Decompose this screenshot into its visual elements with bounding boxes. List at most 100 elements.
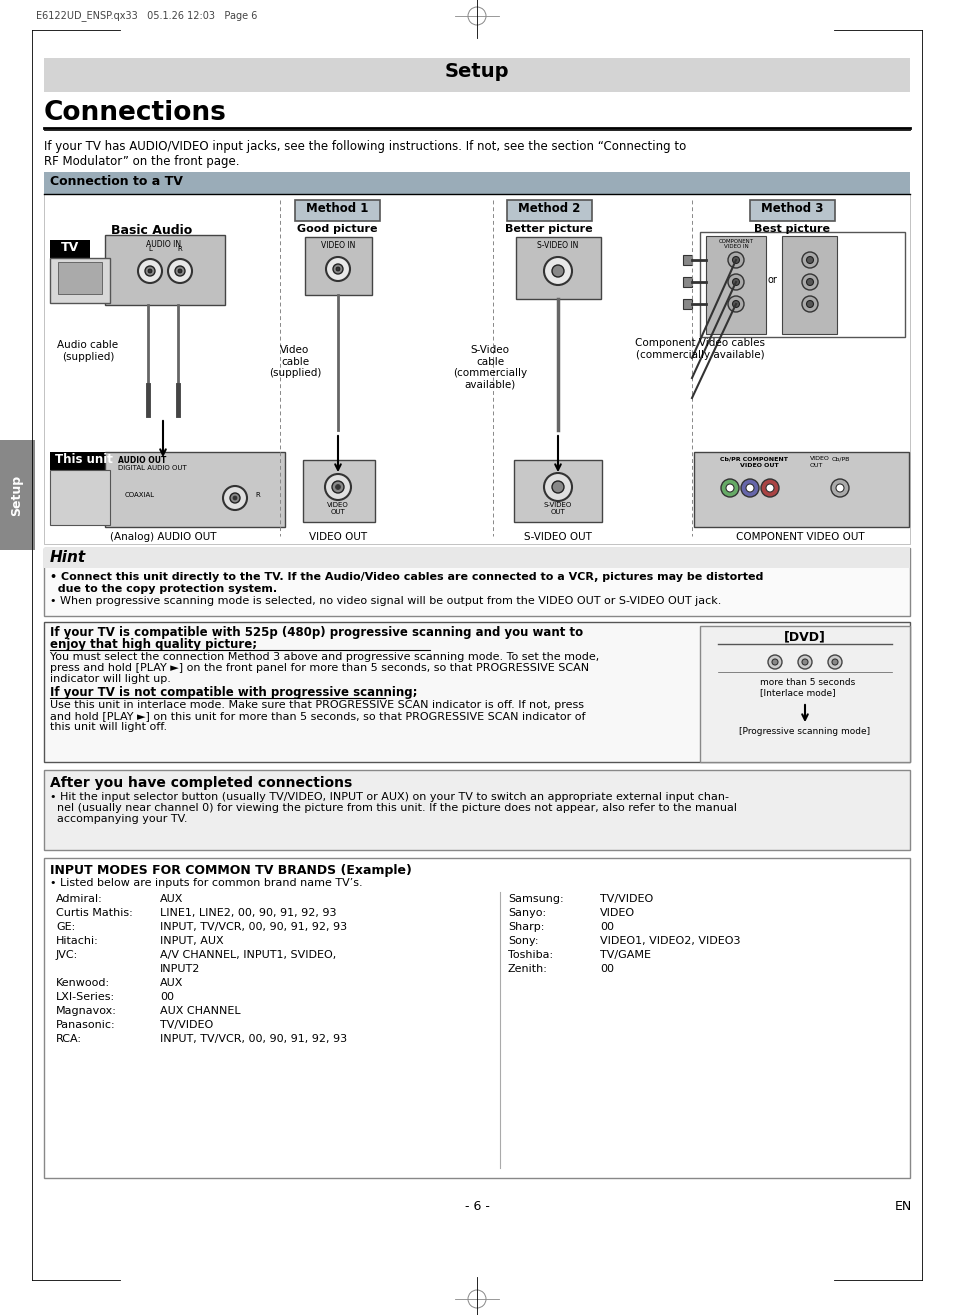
Text: VIDEO: VIDEO <box>809 456 829 462</box>
Bar <box>44 58 909 92</box>
Text: COAXIAL: COAXIAL <box>125 492 155 498</box>
Text: If your TV has AUDIO/VIDEO input jacks, see the following instructions. If not, : If your TV has AUDIO/VIDEO input jacks, … <box>44 139 685 168</box>
Text: AUX: AUX <box>160 978 183 988</box>
Text: JVC:: JVC: <box>56 949 78 960</box>
Bar <box>682 277 691 287</box>
Text: LINE1, LINE2, 00, 90, 91, 92, 93: LINE1, LINE2, 00, 90, 91, 92, 93 <box>160 907 336 918</box>
Circle shape <box>805 256 813 263</box>
Circle shape <box>230 493 240 504</box>
Text: After you have completed connections: After you have completed connections <box>50 776 352 790</box>
Text: If your TV is not compatible with progressive scanning;: If your TV is not compatible with progre… <box>50 686 417 700</box>
Text: - 6 -: - 6 - <box>464 1201 489 1212</box>
Text: Curtis Mathis:: Curtis Mathis: <box>56 907 132 918</box>
Circle shape <box>801 252 817 268</box>
Text: COMPONENT VIDEO OUT: COMPONENT VIDEO OUT <box>735 533 863 542</box>
Text: Better picture: Better picture <box>505 224 592 234</box>
Text: TV/GAME: TV/GAME <box>599 949 650 960</box>
Text: [Progressive scanning mode]: [Progressive scanning mode] <box>739 727 870 736</box>
Text: Hitachi:: Hitachi: <box>56 936 99 945</box>
Circle shape <box>797 655 811 669</box>
Text: Method 1: Method 1 <box>306 203 368 214</box>
Bar <box>44 172 909 195</box>
Circle shape <box>801 274 817 291</box>
Text: Basic Audio: Basic Audio <box>112 224 193 237</box>
Bar <box>44 771 909 849</box>
Text: Toshiba:: Toshiba: <box>507 949 553 960</box>
Bar <box>294 200 379 221</box>
Text: Magnavox:: Magnavox: <box>56 1006 117 1016</box>
Bar <box>682 299 691 309</box>
Text: LXI-Series:: LXI-Series: <box>56 992 115 1002</box>
Circle shape <box>740 479 759 497</box>
Text: VIDEO OUT: VIDEO OUT <box>740 463 778 468</box>
Text: L: L <box>148 246 152 252</box>
Circle shape <box>138 259 162 283</box>
Bar <box>749 200 834 221</box>
Circle shape <box>745 484 753 492</box>
Bar <box>50 452 118 469</box>
Text: accompanying your TV.: accompanying your TV. <box>50 814 188 825</box>
Circle shape <box>827 655 841 669</box>
Text: Zenith:: Zenith: <box>507 964 547 974</box>
Circle shape <box>801 659 807 665</box>
Circle shape <box>732 279 739 285</box>
Bar <box>516 237 600 299</box>
Bar <box>44 548 909 568</box>
Text: OUT: OUT <box>809 463 822 468</box>
Text: 00: 00 <box>160 992 173 1002</box>
Circle shape <box>727 296 743 312</box>
Text: INPUT, AUX: INPUT, AUX <box>160 936 223 945</box>
Bar <box>58 262 102 295</box>
Circle shape <box>732 256 739 263</box>
Circle shape <box>552 481 563 493</box>
Circle shape <box>805 279 813 285</box>
Text: Cb/PB: Cb/PB <box>831 456 849 462</box>
Text: • Hit the input selector button (usually TV/VIDEO, INPUT or AUX) on your TV to s: • Hit the input selector button (usually… <box>50 792 728 802</box>
Text: S-VIDEO
OUT: S-VIDEO OUT <box>543 502 572 515</box>
Text: RCA:: RCA: <box>56 1034 82 1044</box>
Text: VIDEO IN: VIDEO IN <box>723 245 747 249</box>
Text: INPUT2: INPUT2 <box>160 964 200 974</box>
Circle shape <box>325 473 351 500</box>
Circle shape <box>335 267 339 271</box>
Text: Good picture: Good picture <box>296 224 376 234</box>
Bar <box>705 235 765 334</box>
Text: Sony:: Sony: <box>507 936 537 945</box>
Text: A/V CHANNEL, INPUT1, SVIDEO,: A/V CHANNEL, INPUT1, SVIDEO, <box>160 949 335 960</box>
Circle shape <box>765 484 773 492</box>
Bar <box>682 255 691 266</box>
Text: This unit: This unit <box>55 452 112 466</box>
Circle shape <box>552 266 563 277</box>
Text: VIDEO1, VIDEO2, VIDEO3: VIDEO1, VIDEO2, VIDEO3 <box>599 936 740 945</box>
Text: Sanyo:: Sanyo: <box>507 907 545 918</box>
Text: DIGITAL AUDIO OUT: DIGITAL AUDIO OUT <box>118 466 187 471</box>
Text: S-VIDEO OUT: S-VIDEO OUT <box>523 533 591 542</box>
Bar <box>700 231 904 337</box>
Text: R: R <box>254 492 259 498</box>
Text: Samsung:: Samsung: <box>507 894 563 903</box>
Text: (Analog) AUDIO OUT: (Analog) AUDIO OUT <box>110 533 216 542</box>
Circle shape <box>727 274 743 291</box>
Text: AUX: AUX <box>160 894 183 903</box>
Text: Best picture: Best picture <box>753 224 829 234</box>
Text: INPUT, TV/VCR, 00, 90, 91, 92, 93: INPUT, TV/VCR, 00, 90, 91, 92, 93 <box>160 1034 347 1044</box>
Bar <box>0 441 35 550</box>
Text: Setup: Setup <box>10 475 24 515</box>
Circle shape <box>174 266 185 276</box>
Text: S-VIDEO IN: S-VIDEO IN <box>537 241 578 250</box>
Bar <box>303 460 375 522</box>
Text: Use this unit in interlace mode. Make sure that PROGRESSIVE SCAN indicator is of: Use this unit in interlace mode. Make su… <box>50 700 583 710</box>
Bar <box>693 452 908 527</box>
Text: COMPONENT: COMPONENT <box>718 239 753 245</box>
Bar <box>44 622 909 761</box>
Circle shape <box>771 659 778 665</box>
Text: 00: 00 <box>599 922 614 932</box>
Text: Connection to a TV: Connection to a TV <box>50 175 183 188</box>
Text: VIDEO
OUT: VIDEO OUT <box>327 502 349 515</box>
Circle shape <box>178 270 182 274</box>
Circle shape <box>720 479 739 497</box>
Text: or: or <box>766 275 776 285</box>
Text: INPUT, TV/VCR, 00, 90, 91, 92, 93: INPUT, TV/VCR, 00, 90, 91, 92, 93 <box>160 922 347 932</box>
Circle shape <box>326 256 350 281</box>
Text: EN: EN <box>894 1201 911 1212</box>
